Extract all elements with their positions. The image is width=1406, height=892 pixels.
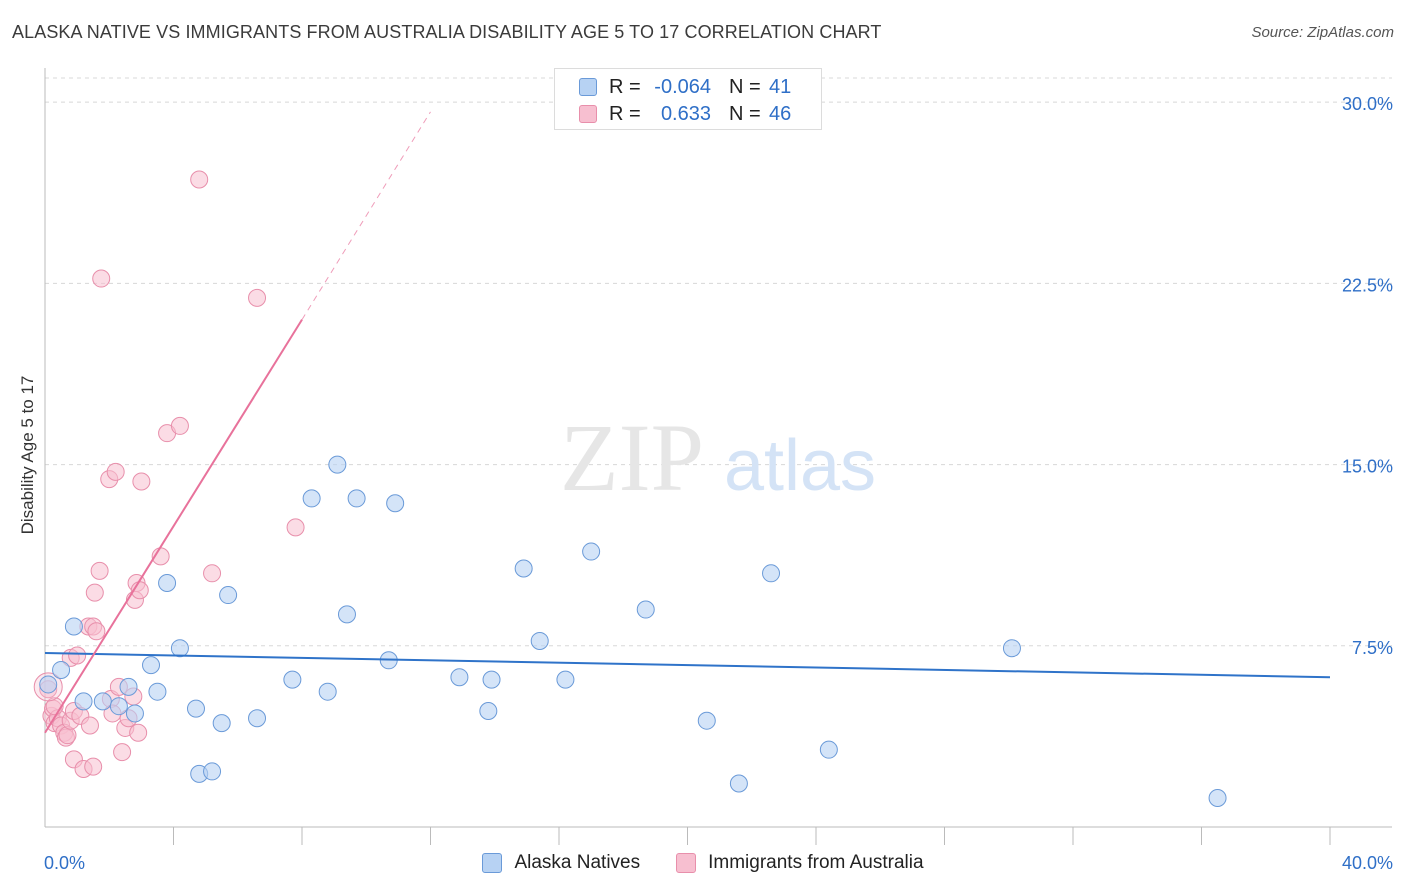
data-point-alaska-natives: [450, 668, 469, 687]
data-point-alaska-natives: [582, 542, 601, 561]
data-point-alaska-natives: [1208, 789, 1227, 808]
legend-label-immigrants-australia: Immigrants from Australia: [708, 852, 924, 873]
data-point-alaska-natives: [762, 564, 781, 583]
data-point-alaska-natives: [556, 670, 575, 689]
legend-label-alaska-natives: Alaska Natives: [514, 852, 641, 873]
data-point-alaska-natives: [52, 660, 71, 679]
y-tick-label: 22.5%: [1342, 275, 1393, 295]
data-point-alaska-natives: [248, 709, 267, 728]
r-value-australia: 0.633: [660, 102, 711, 125]
legend-row-australia: R = 0.633 N = 46: [579, 101, 791, 127]
data-point-alaska-natives: [142, 656, 161, 675]
data-point-immigrants-australia: [106, 462, 125, 481]
data-point-alaska-natives: [514, 559, 533, 578]
x-tick-label-max: 40.0%: [1342, 853, 1393, 873]
data-point-alaska-natives: [819, 740, 838, 759]
legend-swatch-blue: [482, 853, 503, 873]
data-point-immigrants-australia: [85, 583, 104, 602]
legend-swatch-blue: [579, 78, 597, 96]
data-point-alaska-natives: [74, 692, 93, 711]
r-label: R =: [609, 102, 641, 125]
source-label: Source: ZipAtlas.com: [1251, 24, 1394, 41]
legend-item-alaska-natives[interactable]: Alaska Natives: [482, 852, 640, 874]
data-point-immigrants-australia: [248, 288, 267, 307]
legend-swatch-pink: [579, 105, 597, 123]
data-point-alaska-natives: [328, 455, 347, 474]
y-tick-label: 7.5%: [1352, 638, 1393, 658]
data-point-immigrants-australia: [90, 561, 109, 580]
x-tick-label-min: 0.0%: [44, 853, 85, 873]
correlation-legend: R = -0.064 N = 41 R = 0.633 N = 46: [554, 68, 822, 130]
n-label: N =: [729, 102, 761, 125]
data-point-alaska-natives: [212, 714, 231, 733]
trend-line-alaska-natives: [44, 652, 1331, 679]
data-point-alaska-natives: [302, 489, 321, 508]
data-point-alaska-natives: [729, 774, 748, 793]
data-point-alaska-natives: [337, 605, 356, 624]
data-point-alaska-natives: [697, 711, 716, 730]
data-point-alaska-natives: [170, 639, 189, 658]
legend-item-immigrants-australia[interactable]: Immigrants from Australia: [676, 852, 924, 874]
r-label: R =: [609, 75, 641, 98]
data-point-immigrants-australia: [286, 518, 305, 537]
data-point-immigrants-australia: [80, 716, 99, 735]
data-point-alaska-natives: [39, 675, 58, 694]
data-point-alaska-natives: [125, 704, 144, 723]
trend-line-immigrants-australia: [44, 319, 303, 734]
data-point-alaska-natives: [109, 697, 128, 716]
data-point-alaska-natives: [219, 586, 238, 605]
n-value-alaska: 41: [769, 75, 792, 98]
data-point-immigrants-australia: [113, 743, 132, 762]
n-label: N =: [729, 75, 761, 98]
data-point-immigrants-australia: [203, 564, 222, 583]
watermark-zip: ZIP: [560, 404, 704, 511]
r-value-alaska: -0.064: [654, 75, 711, 98]
data-point-immigrants-australia: [92, 269, 111, 288]
data-point-immigrants-australia: [132, 472, 151, 491]
data-point-alaska-natives: [148, 682, 167, 701]
data-point-immigrants-australia: [170, 416, 189, 435]
data-point-immigrants-australia: [68, 646, 87, 665]
data-point-alaska-natives: [479, 702, 498, 721]
data-point-alaska-natives: [283, 670, 302, 689]
n-value-australia: 46: [769, 102, 792, 125]
data-point-alaska-natives: [347, 489, 366, 508]
data-point-alaska-natives: [203, 762, 222, 781]
data-point-alaska-natives: [482, 670, 501, 689]
watermark-atlas: atlas: [724, 426, 876, 506]
data-point-alaska-natives: [318, 682, 337, 701]
y-tick-label: 30.0%: [1342, 94, 1393, 114]
data-point-alaska-natives: [64, 617, 83, 636]
trend-line-extension: [301, 111, 431, 320]
data-point-alaska-natives: [636, 600, 655, 619]
data-point-alaska-natives: [530, 631, 549, 650]
data-point-alaska-natives: [386, 494, 405, 513]
chart-title: ALASKA NATIVE VS IMMIGRANTS FROM AUSTRAL…: [12, 22, 882, 42]
data-point-alaska-natives: [186, 699, 205, 718]
data-point-immigrants-australia: [190, 170, 209, 189]
data-point-alaska-natives: [158, 573, 177, 592]
series-legend: Alaska Natives Immigrants from Australia: [0, 852, 1406, 874]
data-point-immigrants-australia: [129, 723, 148, 742]
legend-row-alaska: R = -0.064 N = 41: [579, 74, 791, 100]
data-point-alaska-natives: [119, 677, 138, 696]
data-point-immigrants-australia: [84, 757, 103, 776]
data-point-alaska-natives: [93, 692, 112, 711]
y-tick-label: 15.0%: [1342, 457, 1393, 477]
legend-swatch-pink: [676, 853, 697, 873]
data-point-immigrants-australia: [87, 622, 106, 641]
data-point-alaska-natives: [1002, 639, 1021, 658]
